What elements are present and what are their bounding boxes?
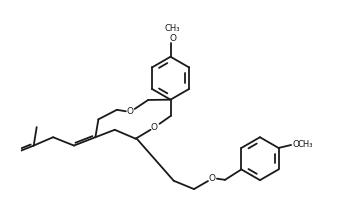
Text: O: O — [293, 140, 300, 149]
Text: CH₃: CH₃ — [165, 24, 180, 33]
Text: O: O — [169, 34, 176, 43]
Text: O: O — [209, 174, 216, 183]
Text: CH₃: CH₃ — [298, 140, 313, 149]
Text: O: O — [127, 107, 134, 116]
Text: O: O — [150, 123, 158, 132]
